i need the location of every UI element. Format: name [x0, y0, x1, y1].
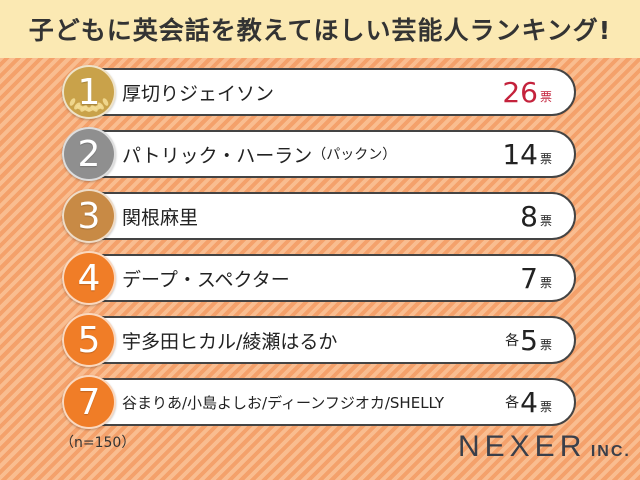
ranking-row — [62, 254, 576, 302]
vote-unit: 票 — [539, 213, 552, 228]
rank-medal: 7 — [62, 375, 116, 429]
rank-medal: 1 — [62, 65, 116, 119]
rank-number: 7 — [77, 381, 101, 423]
rank-medal: 3 — [62, 189, 116, 243]
vote-count: 26 票 — [502, 68, 552, 116]
celebrity-name-text: パトリック・ハーラン — [122, 144, 313, 167]
logo-sub-text: INC. — [590, 443, 631, 460]
rank-medal: 2 — [62, 127, 116, 181]
rank-number: 3 — [77, 195, 101, 237]
vote-number: 14 — [502, 137, 538, 171]
nexer-logo: NEXER INC. — [458, 430, 631, 464]
vote-unit: 票 — [539, 275, 552, 290]
ranking-row — [62, 316, 576, 364]
celebrity-name-text: デープ・スペクター — [122, 268, 290, 291]
rank-number: 5 — [77, 319, 101, 361]
celebrity-name: 宇多田ヒカル/綾瀬はるか — [122, 316, 337, 364]
vote-unit: 票 — [539, 89, 552, 104]
vote-unit: 票 — [539, 399, 552, 414]
sample-size-note: （n=150） — [60, 435, 136, 451]
vote-unit: 票 — [539, 151, 552, 166]
celebrity-name-text: 関根麻里 — [122, 206, 199, 229]
vote-number: 4 — [520, 385, 538, 419]
celebrity-name: デープ・スペクター — [122, 254, 290, 302]
vote-unit: 票 — [539, 337, 552, 352]
chart-title: 子どもに英会話を教えてほしい芸能人ランキング! — [28, 16, 612, 45]
vote-count: 14 票 — [502, 130, 552, 178]
laurel-icon — [69, 98, 109, 112]
celebrity-name-text: 谷まりあ/小島よしお/ディーンフジオカ/SHELLY — [122, 393, 445, 412]
header-banner: 子どもに英会話を教えてほしい芸能人ランキング! — [0, 0, 640, 58]
ranking-row — [62, 68, 576, 116]
celebrity-nickname: （パックン） — [312, 147, 397, 163]
logo-main-text: NEXER — [458, 430, 587, 463]
rank-number: 4 — [77, 257, 101, 299]
vote-number: 8 — [520, 199, 538, 233]
ranking-row — [62, 378, 576, 426]
rank-medal: 4 — [62, 251, 116, 305]
vote-prefix: 各 — [505, 395, 520, 411]
celebrity-name: 谷まりあ/小島よしお/ディーンフジオカ/SHELLY — [122, 378, 444, 426]
celebrity-name-text: 厚切りジェイソン — [122, 82, 275, 105]
celebrity-name-text: 宇多田ヒカル/綾瀬はるか — [122, 330, 338, 353]
rank-number: 2 — [77, 133, 101, 175]
vote-number: 7 — [520, 261, 538, 295]
rank-number: 1 — [77, 71, 101, 113]
rank-medal: 5 — [62, 313, 116, 367]
vote-number: 26 — [502, 75, 538, 109]
celebrity-name: パトリック・ハーラン （パックン） — [122, 130, 396, 178]
vote-prefix: 各 — [505, 333, 520, 349]
vote-number: 5 — [520, 323, 538, 357]
celebrity-name: 厚切りジェイソン — [122, 68, 274, 116]
celebrity-name: 関根麻里 — [122, 192, 198, 240]
ranking-row — [62, 130, 576, 178]
